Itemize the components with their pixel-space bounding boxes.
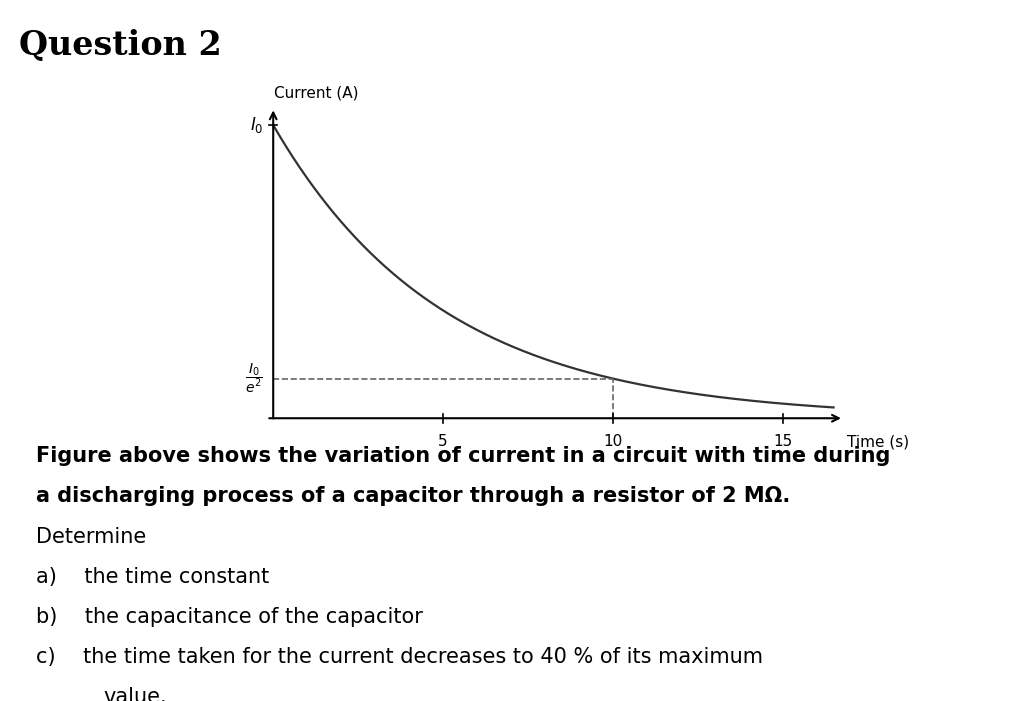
- Text: Determine: Determine: [36, 526, 146, 547]
- Text: c)  the time taken for the current decreases to 40 % of its maximum: c) the time taken for the current decrea…: [36, 647, 763, 667]
- Text: Current (A): Current (A): [273, 86, 358, 100]
- Text: b)  the capacitance of the capacitor: b) the capacitance of the capacitor: [36, 607, 423, 627]
- Text: a discharging process of a capacitor through a resistor of 2 MΩ.: a discharging process of a capacitor thr…: [36, 486, 791, 506]
- Text: $I_0$: $I_0$: [250, 115, 263, 135]
- Text: Question 2: Question 2: [19, 29, 222, 62]
- Text: Time (s): Time (s): [847, 435, 909, 449]
- Text: value.: value.: [103, 687, 167, 701]
- Text: $\dfrac{I_0}{e^2}$: $\dfrac{I_0}{e^2}$: [245, 362, 263, 395]
- Text: a)  the time constant: a) the time constant: [36, 566, 269, 587]
- Text: Figure above shows the variation of current in a circuit with time during: Figure above shows the variation of curr…: [36, 447, 891, 466]
